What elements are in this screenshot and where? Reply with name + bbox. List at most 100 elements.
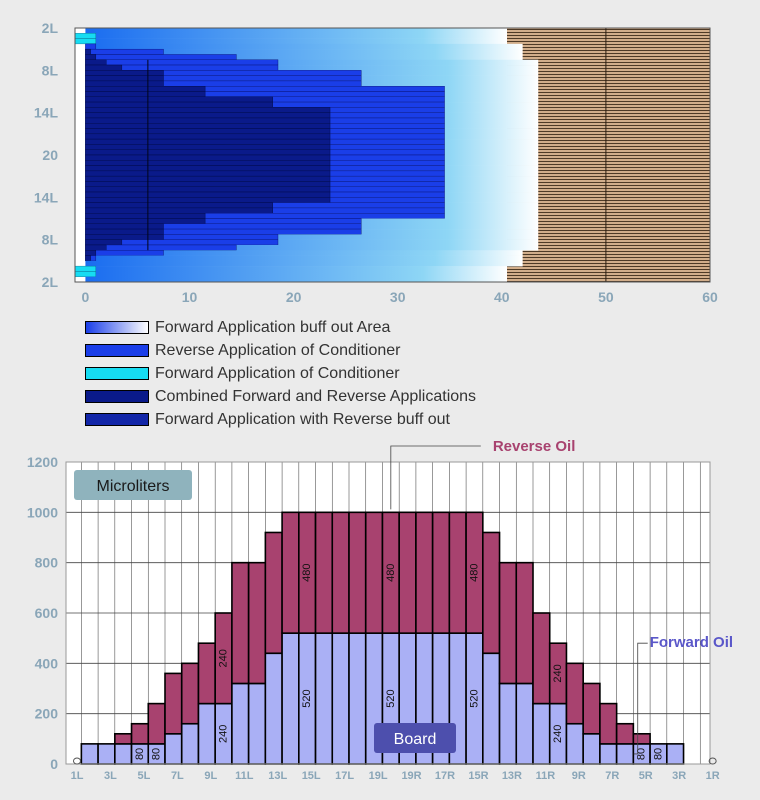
reverse-oil-bar	[599, 702, 618, 745]
x-tick-label: 17L	[335, 770, 354, 782]
x-tick-label: 7L	[171, 770, 184, 782]
combined-bar	[85, 213, 206, 219]
reverse-bar	[85, 59, 279, 66]
data-label: 480	[468, 564, 480, 582]
forward-oil-bar	[80, 743, 99, 765]
forward-oil-bar	[231, 682, 250, 765]
reverse-oil-bar	[565, 662, 584, 725]
x-tick-label: 17R	[435, 770, 455, 782]
reverse-oil-bar	[532, 612, 551, 705]
data-label: 240	[218, 649, 230, 667]
reverse-oil-bar	[331, 511, 350, 634]
combined-bar	[85, 128, 331, 135]
zero-marker	[73, 757, 81, 765]
legend-item: Forward Application buff out Area	[85, 316, 476, 339]
reverse-oil-bar	[264, 531, 283, 655]
buff-out-bar	[85, 250, 523, 256]
combined-bar	[85, 133, 331, 140]
combined-bar	[85, 64, 123, 71]
forward-bar	[74, 265, 97, 272]
forward-oil-bar	[247, 682, 267, 765]
data-label: 80	[636, 748, 648, 760]
unit-label: Microliters	[97, 478, 170, 495]
legend-item: Reverse Application of Conditioner	[85, 339, 476, 362]
x-tick-label: 50	[598, 289, 614, 305]
x-tick-label: 15L	[302, 770, 321, 782]
forward-oil-bar	[180, 722, 200, 765]
legend-label: Combined Forward and Reverse Application…	[155, 387, 477, 405]
combined-bar	[85, 186, 331, 193]
y-tick-label: 800	[35, 555, 59, 571]
data-label: 480	[301, 564, 313, 582]
reverse-oil-bar	[398, 511, 417, 634]
forward-oil-bar	[565, 722, 584, 765]
reverse-oil-bar	[314, 511, 334, 634]
combined-bar	[85, 70, 164, 76]
x-tick-label: 5L	[137, 770, 150, 782]
reverse-oil-bar	[431, 511, 451, 634]
data-label: 80	[652, 748, 664, 760]
y-tick-label: 2L	[42, 274, 59, 290]
combined-bar	[85, 170, 331, 177]
data-label: 240	[218, 725, 230, 743]
y-tick-label: 14L	[34, 189, 59, 205]
buff-out-bar	[85, 266, 508, 272]
y-tick-label: 400	[35, 655, 59, 671]
buff-out-bar	[85, 271, 508, 278]
buff-out-bar	[85, 244, 539, 251]
x-tick-label: 19L	[369, 770, 388, 782]
unit-label-box	[74, 470, 192, 500]
legend-swatch	[85, 321, 149, 334]
combined-bar	[85, 181, 331, 187]
x-tick-label: 13L	[268, 770, 287, 782]
data-label: 80	[151, 748, 163, 760]
combined-bar	[85, 239, 123, 246]
x-tick-label: 19R	[401, 770, 421, 782]
forward-oil-callout: Forward Oil	[650, 634, 733, 651]
buff-out-bar	[85, 255, 523, 262]
combined-bar	[85, 160, 331, 166]
reverse-oil-bar	[364, 511, 384, 634]
combined-bar	[85, 250, 97, 256]
x-tick-label: 60	[702, 289, 718, 305]
forward-oil-bar	[348, 632, 367, 765]
data-label: 80	[134, 748, 146, 760]
reverse-oil-bar	[147, 702, 166, 745]
reverse-oil-bar	[615, 722, 635, 745]
x-tick-label: 13R	[502, 770, 522, 782]
forward-oil-bar	[615, 743, 635, 765]
combined-bar	[85, 80, 164, 87]
reverse-oil-callout: Reverse Oil	[493, 440, 576, 455]
combined-bar	[85, 96, 273, 103]
y-tick-label: 600	[35, 605, 59, 621]
data-label: 520	[468, 689, 480, 707]
reverse-bar	[85, 244, 237, 251]
combined-bar	[85, 86, 206, 92]
forward-oil-bar	[532, 702, 551, 765]
forward-oil-bar	[97, 743, 116, 765]
buff-out-bar	[85, 234, 539, 240]
buff-out-bar	[85, 239, 539, 246]
y-tick-label: 2L	[42, 20, 59, 36]
combined-bar	[85, 144, 331, 150]
reverse-oil-bar	[130, 722, 150, 745]
reverse-oil-bar	[632, 732, 651, 745]
legend-swatch	[85, 367, 149, 380]
forward-oil-bar	[666, 743, 685, 765]
data-label: 480	[385, 564, 397, 582]
legend-item: Combined Forward and Reverse Application…	[85, 385, 476, 408]
data-label: 240	[552, 664, 564, 682]
x-axis-label: Board	[394, 731, 437, 748]
combined-bar	[85, 191, 331, 198]
forward-oil-bar	[515, 682, 534, 765]
combined-bar	[85, 117, 331, 124]
buff-out-bar	[85, 43, 523, 50]
reverse-oil-bar	[448, 511, 467, 634]
reverse-oil-bar	[164, 672, 183, 735]
x-tick-label: 3L	[104, 770, 117, 782]
plot-border	[65, 461, 711, 765]
forward-oil-bar	[498, 682, 518, 765]
x-tick-label: 9R	[572, 770, 586, 782]
combined-bar	[85, 244, 107, 251]
